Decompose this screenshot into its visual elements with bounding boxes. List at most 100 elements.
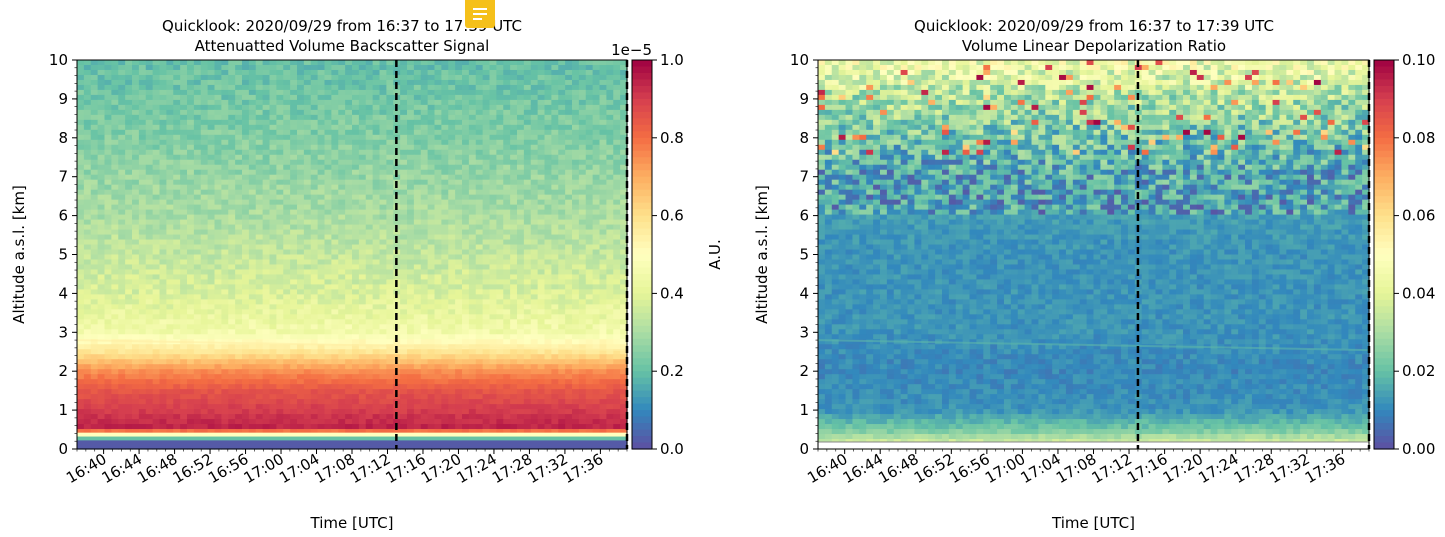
heatmap-cell — [503, 239, 511, 246]
heatmap-cell — [276, 299, 284, 305]
heatmap-cell — [262, 204, 271, 211]
heatmap-cell — [228, 309, 236, 315]
heatmap-cell — [104, 324, 112, 330]
heatmap-cell — [248, 339, 257, 345]
heatmap-cell — [585, 259, 594, 266]
heatmap-cell — [132, 159, 140, 166]
heatmap-cell — [290, 214, 298, 221]
heatmap-cell — [565, 249, 573, 256]
heatmap-cell — [386, 204, 394, 211]
heatmap-cell — [228, 244, 236, 251]
heatmap-cell — [324, 244, 332, 251]
heatmap-cell — [427, 324, 436, 330]
heatmap-cell — [544, 204, 552, 211]
heatmap-cell — [558, 289, 566, 295]
heatmap-cell — [427, 159, 436, 166]
heatmap-cell — [90, 99, 99, 106]
heatmap-cell — [386, 169, 394, 176]
heatmap-cell — [200, 189, 209, 196]
heatmap-cell — [83, 224, 92, 231]
heatmap-cell — [173, 334, 181, 340]
heatmap-cell — [620, 334, 628, 340]
heatmap-cell — [386, 214, 394, 221]
heatmap-cell — [173, 199, 181, 206]
heatmap-cell — [83, 74, 92, 81]
heatmap-cell — [283, 239, 291, 246]
heatmap-cell — [358, 204, 367, 211]
heatmap-cell — [111, 284, 119, 291]
heatmap-cell — [262, 94, 271, 101]
heatmap-cell — [620, 234, 628, 241]
heatmap-cell — [489, 249, 497, 256]
heatmap-cell — [83, 229, 92, 236]
heatmap-cell — [400, 234, 408, 241]
heatmap-cell — [386, 354, 394, 360]
heatmap-cell — [523, 309, 532, 315]
heatmap-cell — [345, 349, 353, 355]
heatmap-cell — [276, 149, 284, 156]
heatmap-cell — [565, 104, 573, 111]
heatmap-cell — [83, 189, 92, 196]
heatmap-cell — [558, 169, 566, 176]
heatmap-cell — [503, 139, 511, 146]
heatmap-cell — [317, 294, 326, 300]
heatmap-cell — [262, 209, 271, 216]
heatmap-cell — [83, 109, 92, 116]
heatmap-cell — [97, 74, 106, 81]
heatmap-cell — [248, 179, 257, 186]
heatmap-cell — [496, 304, 504, 310]
heatmap-cell — [427, 169, 436, 176]
heatmap-cell — [489, 204, 497, 211]
heatmap-cell — [407, 199, 415, 206]
heatmap-cell — [310, 339, 319, 345]
heatmap-cell — [345, 319, 353, 325]
heatmap-cell — [221, 169, 229, 176]
heatmap-cell — [496, 159, 504, 166]
heatmap-cell — [544, 254, 552, 261]
heatmap-cell — [90, 204, 99, 211]
heatmap-cell — [111, 74, 119, 81]
heatmap-cell — [90, 224, 99, 231]
heatmap-cell — [221, 244, 229, 251]
heatmap-cell — [187, 224, 195, 231]
heatmap-cell — [510, 169, 518, 176]
heatmap-cell — [572, 224, 580, 231]
heatmap-cell — [393, 109, 401, 116]
heatmap-cell — [558, 344, 566, 350]
heatmap-cell — [331, 129, 339, 136]
heatmap-cell — [448, 69, 456, 76]
heatmap-cell — [283, 294, 291, 300]
heatmap-cell — [434, 309, 442, 315]
heatmap-cell — [455, 314, 463, 320]
heatmap-cell — [482, 194, 491, 201]
heatmap-cell — [530, 294, 539, 300]
heatmap-cell — [248, 60, 257, 66]
heatmap-cell — [407, 364, 415, 370]
heatmap-cell — [510, 74, 518, 81]
heatmap-cell — [242, 119, 250, 126]
heatmap-cell — [475, 69, 484, 76]
heatmap-cell — [235, 169, 243, 176]
heatmap-cell — [448, 259, 456, 266]
heatmap-cell — [578, 69, 587, 76]
heatmap-cell — [496, 359, 504, 365]
heatmap-cell — [530, 189, 539, 196]
heatmap-cell — [489, 79, 497, 86]
heatmap-cell — [530, 169, 539, 176]
heatmap-cell — [455, 74, 463, 81]
heatmap-cell — [310, 74, 319, 81]
heatmap-cell — [338, 324, 346, 330]
heatmap-cell — [248, 174, 257, 181]
heatmap-cell — [317, 284, 326, 291]
heatmap-cell — [475, 184, 484, 191]
heatmap-cell — [297, 119, 305, 126]
heatmap-cell — [152, 369, 161, 375]
heatmap-cell — [503, 159, 511, 166]
heatmap-cell — [104, 209, 112, 216]
heatmap-cell — [379, 214, 387, 221]
heatmap-cell — [537, 109, 546, 116]
heatmap-cell — [462, 254, 470, 261]
heatmap-cell — [97, 144, 106, 151]
heatmap-cell — [352, 194, 360, 201]
heatmap-cell — [97, 249, 106, 256]
